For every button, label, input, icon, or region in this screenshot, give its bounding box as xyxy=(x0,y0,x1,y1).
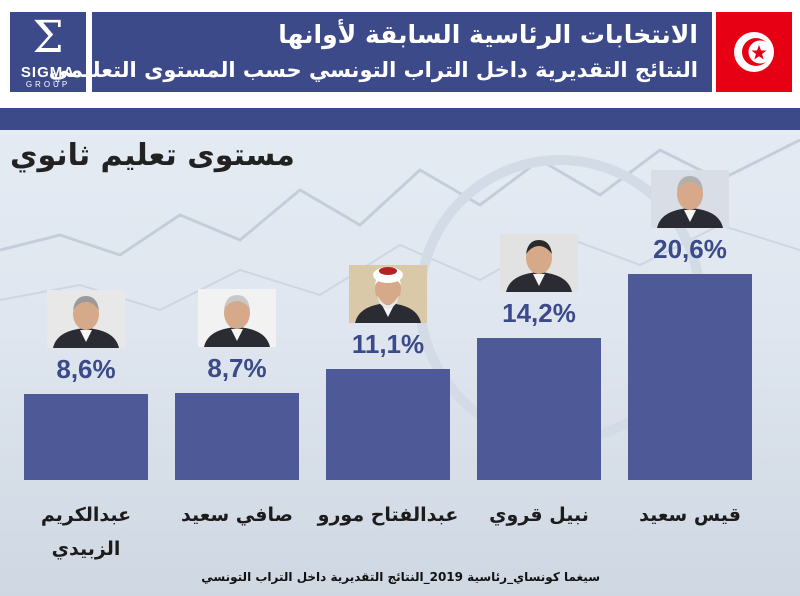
bar xyxy=(175,393,299,480)
candidate-name-line: الزبيدي xyxy=(51,538,121,560)
page-title: الانتخابات الرئاسية السابقة لأوانها xyxy=(278,20,698,49)
candidate-name: عبدالكريم الزبيدي xyxy=(11,498,161,566)
candidate-name: قيس سعيد xyxy=(615,498,765,532)
sigma-icon: Σ xyxy=(32,12,64,63)
candidate-name-line: قيس سعيد xyxy=(639,504,741,526)
bar xyxy=(326,369,450,480)
header: Σ SIGMA GROUP الانتخابات الرئاسية السابق… xyxy=(0,0,800,128)
bar-value-label: 11,1% xyxy=(351,329,425,359)
candidate-name-line: صافي سعيد xyxy=(181,504,293,526)
candidate-portrait xyxy=(349,265,427,323)
candidate-portrait xyxy=(500,234,578,292)
bar xyxy=(628,274,752,480)
candidate-name-line: نبيل قروي xyxy=(489,504,589,526)
bar-value-label: 8,7% xyxy=(207,353,267,383)
bar-value-label: 20,6% xyxy=(653,234,727,264)
sigma-logo: Σ SIGMA GROUP xyxy=(10,12,86,92)
page-subtitle: النتائج التقديرية داخل التراب التونسي حس… xyxy=(48,58,698,82)
candidate-name: عبدالفتاح مورو xyxy=(313,498,463,532)
logo-text: SIGMA xyxy=(20,64,76,81)
candidate-portrait xyxy=(47,290,125,348)
candidate-name-line: عبدالفتاح مورو xyxy=(317,504,459,526)
bar-value-label: 8,6% xyxy=(56,354,116,384)
header-divider xyxy=(0,108,800,130)
bar xyxy=(24,394,148,480)
tunisia-flag-icon xyxy=(716,12,792,92)
bar-value-label: 14,2% xyxy=(502,298,576,328)
candidate-portrait xyxy=(651,170,729,228)
candidate-name-line: عبدالكريم xyxy=(40,504,132,526)
section-title: مستوى تعليم ثانوي xyxy=(10,138,295,173)
title-banner: الانتخابات الرئاسية السابقة لأوانها النت… xyxy=(49,12,712,92)
logo-subtext: GROUP xyxy=(25,80,71,89)
candidate-portrait xyxy=(198,289,276,347)
bar xyxy=(477,338,601,480)
footer-source: سيغما كونساي_رئاسية 2019_النتائج التقدير… xyxy=(201,570,600,584)
candidate-name: صافي سعيد xyxy=(162,498,312,532)
candidate-name: نبيل قروي xyxy=(464,498,614,532)
